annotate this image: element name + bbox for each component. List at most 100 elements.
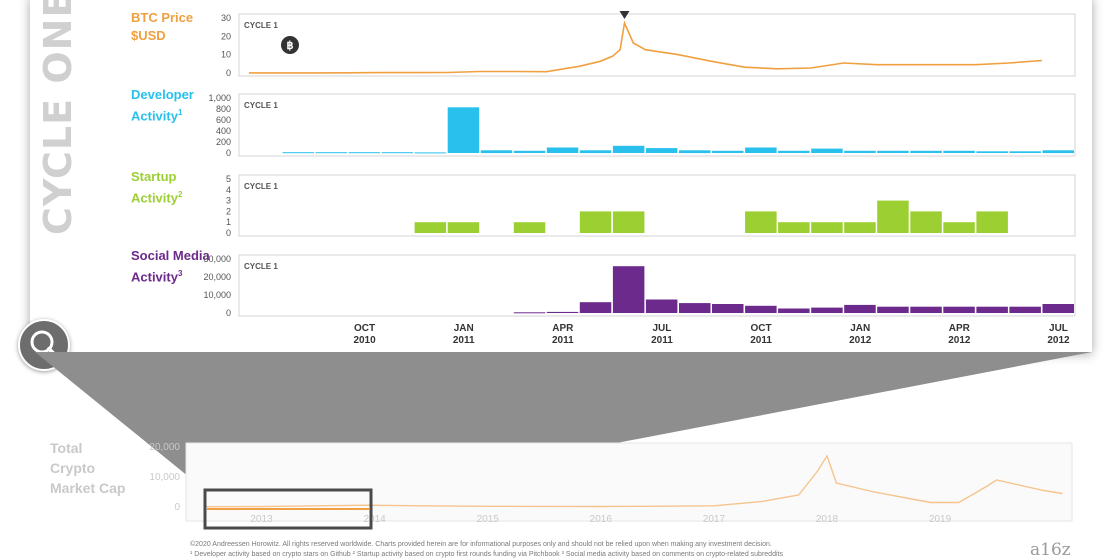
dev-bar [480,150,513,154]
x-tick-month: OCT [354,323,375,334]
social-bar [612,266,645,313]
x-tick-year: 2011 [651,335,673,346]
startup-ytick: 1 [226,217,231,227]
startup-bar [745,211,777,233]
dev-bar [943,150,975,153]
market-cap-year: 2017 [703,514,726,525]
startup-ytick: 3 [226,196,231,206]
footer-disclaimer: ©2020 Andreessen Horowitz. All rights re… [190,541,772,548]
social-label-text: Social Media Activity [131,248,210,285]
dev-ytick: 600 [216,115,231,125]
x-tick-month: JUL [1049,323,1068,334]
startup-bar [910,211,942,233]
dev-ytick: 0 [226,148,231,158]
x-tick-year: 2011 [453,335,475,346]
dev-bar [381,152,414,154]
dev-bar [612,145,645,153]
x-tick-year: 2012 [948,335,971,346]
social-bar [1009,306,1041,313]
dev-ytick: 800 [216,104,231,114]
dev-bar [712,150,744,153]
dev-bar [447,107,480,153]
social-bar [778,308,810,313]
startup-bar [976,211,1008,233]
brand-logo: a16z [1030,540,1071,560]
dev-ytick: 1,000 [208,93,231,103]
startup-ytick: 4 [226,185,231,195]
x-tick-month: APR [552,323,574,334]
market-cap-year: 2015 [477,514,500,525]
startup-bar [579,211,612,233]
market-cap-year: 2013 [250,514,273,525]
market-cap-label: Total Crypto Market Cap [50,440,126,496]
startup-bar [877,200,909,233]
market-cap-year: 2014 [364,514,387,525]
startup-bar [414,222,447,233]
market-cap-ytick: 20,000 [149,442,180,453]
social-bar [811,307,843,313]
startup-bar [943,222,975,233]
footer-footnotes: ¹ Developer activity based on crypto sta… [190,551,783,558]
btc-frame [238,13,1076,77]
startup-bar [778,222,810,233]
dev-bar [315,152,347,154]
market-cap-year: 2019 [929,514,952,525]
x-tick-month: APR [949,323,971,334]
social-bar [976,306,1008,313]
social-bar [513,312,546,314]
x-tick-month: JAN [454,323,474,334]
dev-bar [976,151,1008,153]
market-cap-year: 2016 [590,514,613,525]
dev-bar [811,148,843,153]
startup-bar [844,222,876,233]
btc-price-line [248,20,1043,74]
dev-ytick: 200 [216,137,231,147]
dev-row-label: Developer Activity1 [131,86,221,125]
social-row-label: Social Media Activity3 [131,247,221,286]
dev-bar [282,152,314,154]
dev-bar [645,148,678,153]
social-bar [546,311,579,313]
dev-frame [238,93,1076,157]
dev-bar [844,150,876,153]
dev-bar [1042,150,1074,154]
social-footnote-mark: 3 [177,269,183,278]
btc-ytick: 0 [226,68,231,78]
down-triangle-icon [619,11,630,19]
startup-ytick: 0 [226,228,231,238]
dev-bar [679,150,711,154]
market-cap-ytick: 10,000 [149,472,180,483]
social-bar [1042,304,1074,313]
btc-cycle-label: CYCLE 1 [244,21,278,30]
social-bar [745,305,777,313]
dev-bar [414,152,447,154]
x-tick-month: OCT [751,323,772,334]
dev-bar [579,150,612,154]
x-tick-month: JAN [850,323,870,334]
btc-ytick: 20 [221,31,231,41]
social-ytick: 30,000 [203,254,231,264]
dev-cycle-label: CYCLE 1 [244,101,278,110]
zoom-highlight-box [203,488,373,530]
startup-cycle-label: CYCLE 1 [244,182,278,191]
market-cap-year: 2018 [816,514,839,525]
startup-footnote-mark: 2 [177,190,183,199]
btc-ytick: 10 [221,50,231,60]
x-tick-year: 2011 [750,335,772,346]
social-bar [844,304,876,313]
social-ytick: 10,000 [203,290,231,300]
btc-label-text: BTC Price $USD [131,10,194,43]
market-cap-line [204,454,1063,508]
social-bar [679,303,711,313]
btc-row-label: BTC Price $USD [131,9,221,45]
dev-label-text: Developer Activity [131,87,194,124]
dev-bar [877,150,909,153]
social-bar [579,302,612,313]
social-bar [877,306,909,313]
social-ytick: 20,000 [203,272,231,282]
startup-bar [513,222,546,233]
dev-bar [513,150,546,153]
startup-bar [811,222,843,233]
